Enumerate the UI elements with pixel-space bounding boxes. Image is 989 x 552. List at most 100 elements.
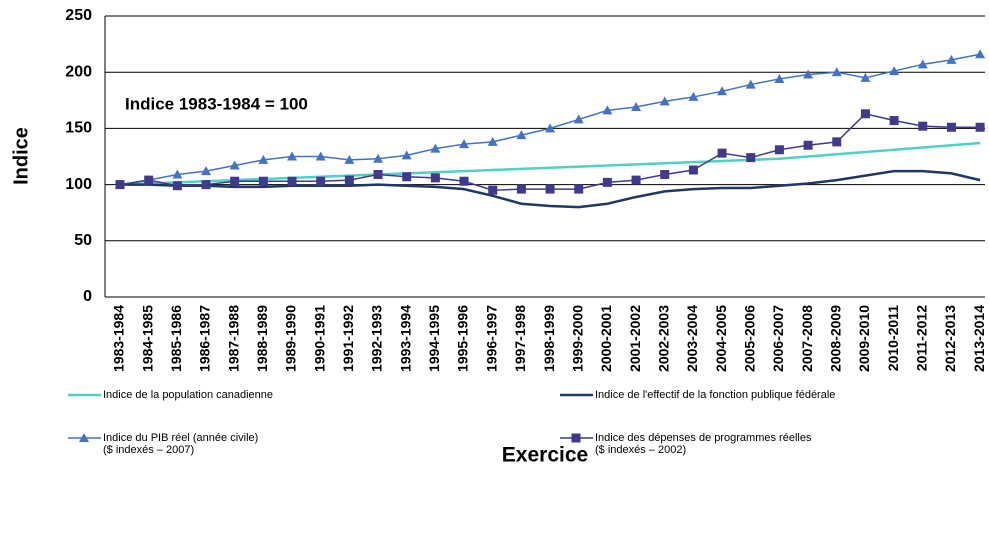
point bbox=[803, 140, 813, 150]
point bbox=[316, 176, 326, 186]
point bbox=[574, 184, 584, 194]
x-tick-label: 2011-2012 bbox=[913, 305, 929, 371]
x-tick-label: 1988-1989 bbox=[254, 305, 270, 372]
x-tick-label: 2009-2010 bbox=[856, 305, 872, 372]
point bbox=[373, 153, 384, 163]
point bbox=[774, 73, 785, 83]
point bbox=[631, 102, 642, 112]
x-tick-label: 1992-1993 bbox=[369, 305, 385, 372]
point bbox=[545, 184, 555, 194]
point bbox=[201, 180, 211, 190]
point bbox=[488, 185, 498, 195]
point bbox=[602, 105, 613, 115]
point bbox=[918, 121, 928, 131]
legend-label: Indice du PIB réel (année civile) ($ ind… bbox=[103, 432, 259, 456]
point bbox=[917, 59, 928, 69]
point bbox=[115, 180, 125, 190]
point bbox=[688, 91, 699, 101]
point bbox=[688, 165, 698, 175]
point bbox=[229, 160, 240, 170]
x-tick-label: 1983-1984 bbox=[111, 305, 127, 372]
point bbox=[631, 175, 641, 185]
point bbox=[889, 116, 899, 126]
legend-label: Indice de l'effectif de la fonction publ… bbox=[595, 389, 836, 401]
point bbox=[660, 169, 670, 179]
x-tick-label: 1995-1996 bbox=[455, 305, 471, 372]
point bbox=[315, 151, 326, 161]
annotation: Indice 1983-1984 = 100 bbox=[125, 94, 308, 113]
x-tick-label: 1984-1985 bbox=[139, 305, 155, 372]
point bbox=[402, 172, 412, 182]
point bbox=[487, 136, 498, 146]
x-tick-label: 2006-2007 bbox=[770, 305, 786, 372]
x-tick-label: 1987-1988 bbox=[225, 305, 241, 372]
x-tick-label: 2007-2008 bbox=[799, 305, 815, 372]
x-tick-label: 2005-2006 bbox=[741, 305, 757, 372]
x-tick-label: 1991-1992 bbox=[340, 305, 356, 372]
point bbox=[287, 151, 298, 161]
x-tick-label: 1989-1990 bbox=[283, 305, 299, 372]
point bbox=[946, 122, 956, 132]
x-tick-label: 1993-1994 bbox=[397, 305, 413, 372]
point bbox=[373, 169, 383, 179]
y-tick-label: 100 bbox=[65, 176, 92, 193]
point bbox=[746, 153, 756, 163]
x-tick-label: 2001-2002 bbox=[627, 305, 643, 372]
point bbox=[545, 123, 556, 133]
point bbox=[258, 154, 269, 164]
x-tick-label: 1997-1998 bbox=[512, 305, 528, 372]
point bbox=[430, 143, 441, 153]
x-tick-label: 1998-1999 bbox=[541, 305, 557, 372]
point bbox=[573, 114, 584, 124]
point bbox=[860, 72, 871, 82]
y-tick-label: 150 bbox=[65, 120, 92, 137]
x-tick-label: 1996-1997 bbox=[483, 305, 499, 372]
x-tick-label: 1990-1991 bbox=[311, 305, 327, 372]
point bbox=[774, 145, 784, 155]
y-tick-label: 250 bbox=[65, 7, 92, 24]
x-tick-label: 2013-2014 bbox=[971, 305, 987, 372]
point bbox=[602, 177, 612, 187]
x-tick-label: 2008-2009 bbox=[827, 305, 843, 372]
x-axis-title: Exercice bbox=[502, 444, 588, 467]
x-tick-label: 1999-2000 bbox=[569, 305, 585, 372]
point bbox=[79, 433, 89, 442]
point bbox=[172, 169, 183, 179]
point bbox=[459, 176, 469, 186]
point bbox=[571, 433, 581, 443]
point bbox=[717, 86, 728, 96]
point bbox=[516, 130, 527, 140]
point bbox=[287, 176, 297, 186]
point bbox=[144, 175, 154, 185]
y-tick-label: 0 bbox=[83, 288, 92, 305]
point bbox=[832, 137, 842, 147]
point bbox=[430, 173, 440, 183]
point bbox=[717, 148, 727, 158]
point bbox=[344, 154, 355, 164]
y-tick-label: 200 bbox=[65, 63, 92, 80]
legend-label: Indice des dépenses de programmes réelle… bbox=[595, 432, 812, 456]
series-line bbox=[119, 53, 981, 186]
point bbox=[172, 181, 182, 191]
x-tick-label: 1994-1995 bbox=[426, 305, 442, 372]
point bbox=[659, 96, 670, 106]
point bbox=[803, 69, 814, 79]
x-tick-label: 2004-2005 bbox=[713, 305, 729, 372]
x-tick-label: 1986-1987 bbox=[197, 305, 213, 372]
x-tick-label: 2002-2003 bbox=[655, 305, 671, 372]
point bbox=[459, 139, 470, 149]
x-tick-label: 1985-1986 bbox=[168, 305, 184, 372]
point bbox=[201, 166, 212, 176]
point bbox=[860, 109, 870, 119]
point bbox=[230, 176, 240, 186]
y-axis-title: Indice bbox=[10, 127, 32, 185]
x-tick-label: 2010-2011 bbox=[885, 305, 901, 371]
x-tick-label: 2012-2013 bbox=[942, 305, 958, 372]
point bbox=[258, 176, 268, 186]
y-tick-label: 50 bbox=[74, 232, 92, 249]
series-line bbox=[120, 169, 981, 209]
x-tick-label: 2003-2004 bbox=[684, 305, 700, 372]
point bbox=[975, 49, 986, 59]
